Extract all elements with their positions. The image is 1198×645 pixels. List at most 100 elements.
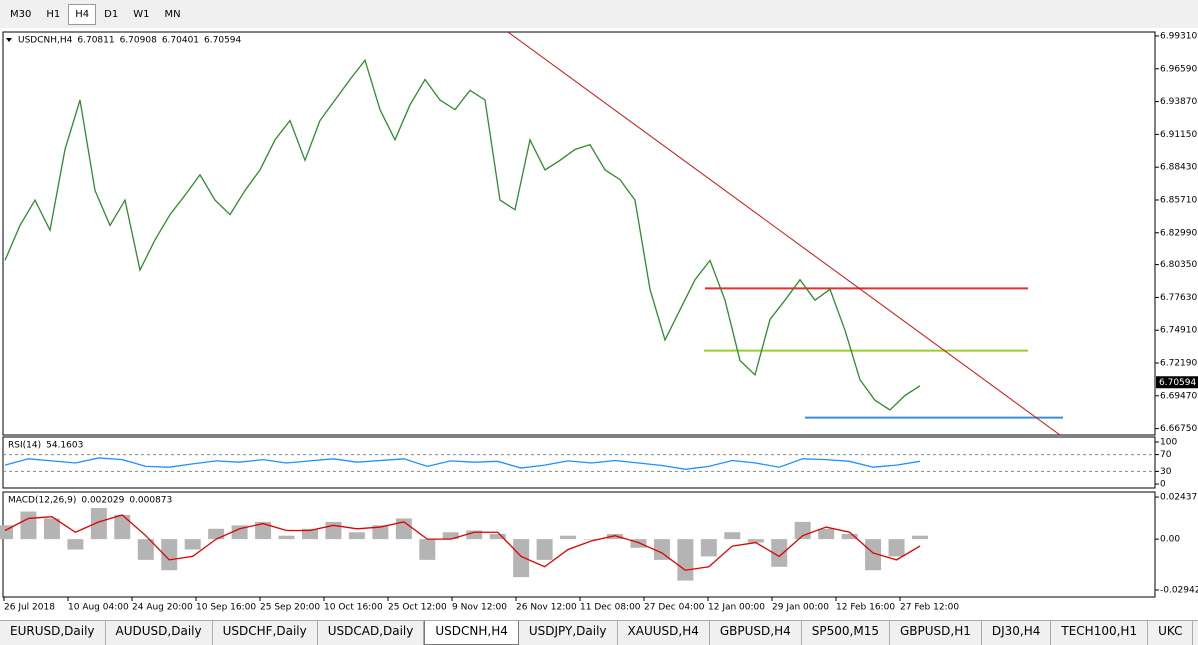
x-tick-label: 25 Sep 20:00 xyxy=(260,603,320,613)
chart-tab[interactable]: SP500,M15 xyxy=(802,621,890,645)
y-tick-label: 6.66750 xyxy=(1160,424,1197,434)
histogram-bar xyxy=(536,539,553,560)
histogram-bar xyxy=(278,535,295,540)
y-tick-label: 0.024372 xyxy=(1160,493,1198,503)
histogram-bar xyxy=(560,535,577,540)
histogram-bar xyxy=(841,533,858,540)
histogram-bar xyxy=(771,539,788,567)
indicator-label: 0.000873 xyxy=(129,496,172,506)
y-tick-label: 0 xyxy=(1160,480,1166,490)
histogram-bar xyxy=(630,539,647,548)
chart-tab[interactable]: GBPUSD,H4 xyxy=(710,621,802,645)
x-tick-label: 10 Aug 04:00 xyxy=(68,603,129,613)
histogram-bar xyxy=(583,539,600,540)
chart-background xyxy=(0,28,1198,620)
histogram-bar xyxy=(747,539,764,543)
histogram-bar xyxy=(888,539,905,557)
chart-tab[interactable]: USDCHF,Daily xyxy=(213,621,318,645)
timeframe-button[interactable]: H4 xyxy=(68,3,97,25)
x-tick-label: 11 Dec 08:00 xyxy=(580,603,641,613)
histogram-bar xyxy=(137,539,154,560)
panel-frame xyxy=(2,31,1156,436)
x-tick-label: 26 Jul 2018 xyxy=(4,603,55,613)
chart-tab[interactable]: USDJPY,Daily xyxy=(519,621,618,645)
chart: 6.99310 6.96590 6.93870 6.91150 6.88430 6.857… xyxy=(0,28,1198,620)
chart-tab[interactable]: USDCAD,Daily xyxy=(318,621,425,645)
timeframe-button[interactable]: H1 xyxy=(46,8,61,20)
histogram-bar xyxy=(255,521,272,540)
x-tick-label: 10 Sep 16:00 xyxy=(196,603,256,613)
panel-frame xyxy=(2,436,1156,489)
timeframe-button[interactable]: W1 xyxy=(133,8,150,20)
y-tick-label: 6.77630 xyxy=(1160,293,1197,303)
chart-tab[interactable]: DJ30,H4 xyxy=(982,621,1052,645)
indicator-label: 0.002029 xyxy=(81,496,124,506)
histogram-bar xyxy=(43,518,60,540)
x-tick-label: 25 Oct 12:00 xyxy=(388,603,447,613)
y-tick-label: 6.91150 xyxy=(1160,130,1197,140)
histogram-bar xyxy=(489,533,506,540)
y-tick-label: -0.029423 xyxy=(1160,585,1198,595)
indicator-label: MACD(12,26,9) xyxy=(8,496,76,506)
chart-tab[interactable]: UKC xyxy=(1148,621,1194,645)
histogram-bar xyxy=(302,528,318,540)
series-line xyxy=(4,514,921,571)
histogram-bar xyxy=(372,525,389,540)
y-tick-label: 6.72190 xyxy=(1160,359,1197,369)
chart-tab[interactable]: AUDUSD,Daily xyxy=(106,621,213,645)
indicator-label: RSI(14) xyxy=(8,441,41,451)
y-tick-label: 6.69470 xyxy=(1160,391,1197,401)
histogram-bar xyxy=(231,525,248,540)
histogram-bar xyxy=(67,539,84,550)
timeframe-button[interactable]: M30 xyxy=(10,8,32,20)
histogram-bar xyxy=(20,511,37,540)
chart-tabs: EURUSD,Daily AUDUSD,Daily USDCHF,Daily USDC… xyxy=(0,620,1198,645)
x-tick-label: 10 Oct 16:00 xyxy=(324,603,383,613)
histogram-bar xyxy=(325,521,342,540)
timeframe-button[interactable]: D1 xyxy=(104,8,119,20)
y-tick-label: 6.96590 xyxy=(1160,64,1197,74)
x-tick-label: 27 Feb 12:00 xyxy=(900,603,959,613)
indicator-label: 6.70908 xyxy=(120,36,157,46)
histogram-bar xyxy=(653,539,670,560)
y-tick-label: 6.80350 xyxy=(1160,260,1197,270)
y-tick-label: 6.99310 xyxy=(1160,31,1197,41)
y-tick-label: 70 xyxy=(1160,450,1172,460)
x-tick-label: 12 Jan 00:00 xyxy=(708,603,765,613)
y-tick-label: 6.82990 xyxy=(1160,228,1197,238)
histogram-bar xyxy=(90,508,107,540)
histogram-bar xyxy=(114,514,131,540)
histogram-bar xyxy=(865,539,882,571)
histogram-bar xyxy=(348,532,365,540)
histogram-bar xyxy=(395,518,412,540)
panel-frame xyxy=(2,491,1156,598)
histogram-bar xyxy=(513,539,530,578)
y-tick-label: 6.93870 xyxy=(1160,97,1197,107)
y-tick-label: 6.85710 xyxy=(1160,195,1197,205)
histogram-bar xyxy=(677,539,694,581)
chart-tab[interactable]: USDCNH,H4 xyxy=(424,621,519,645)
timeframe-button[interactable]: MN xyxy=(164,8,181,20)
indicator-label: 54.1603 xyxy=(46,441,83,451)
x-tick-label: 27 Dec 04:00 xyxy=(644,603,705,613)
chart-tab[interactable]: GBPUSD,H1 xyxy=(890,621,982,645)
chart-tab[interactable]: TECH100,H1 xyxy=(1051,621,1149,645)
histogram-bar xyxy=(607,533,623,540)
y-tick-label: 0.00 xyxy=(1160,535,1180,545)
histogram-bar xyxy=(208,528,225,540)
current-price: 6.70594 xyxy=(1159,378,1196,388)
dropdown-arrow xyxy=(6,38,12,42)
histogram-bar xyxy=(912,535,928,540)
indicator-label: 6.70811 xyxy=(77,36,114,46)
chart-tab[interactable]: EURUSD,Daily xyxy=(0,621,106,645)
x-tick-label: 26 Nov 12:00 xyxy=(516,603,577,613)
histogram-bar xyxy=(818,528,835,540)
x-tick-label: 24 Aug 20:00 xyxy=(132,603,193,613)
trend-line xyxy=(507,31,1061,436)
price-badge xyxy=(1156,376,1198,389)
chart-tab[interactable]: XAUUSD,H4 xyxy=(618,621,710,645)
indicator-label: USDCNH,H4 xyxy=(18,36,73,46)
x-tick-label: 12 Feb 16:00 xyxy=(836,603,895,613)
histogram-bar xyxy=(442,532,459,540)
